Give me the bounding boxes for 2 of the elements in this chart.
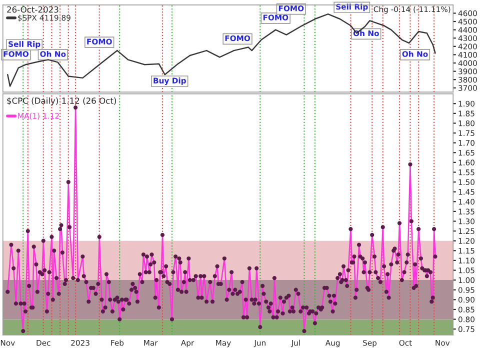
chart-title: $CPC (Daily) 1.12 (26 Oct) bbox=[7, 97, 116, 106]
chart-title: 26-Oct-2023 bbox=[7, 6, 58, 13]
